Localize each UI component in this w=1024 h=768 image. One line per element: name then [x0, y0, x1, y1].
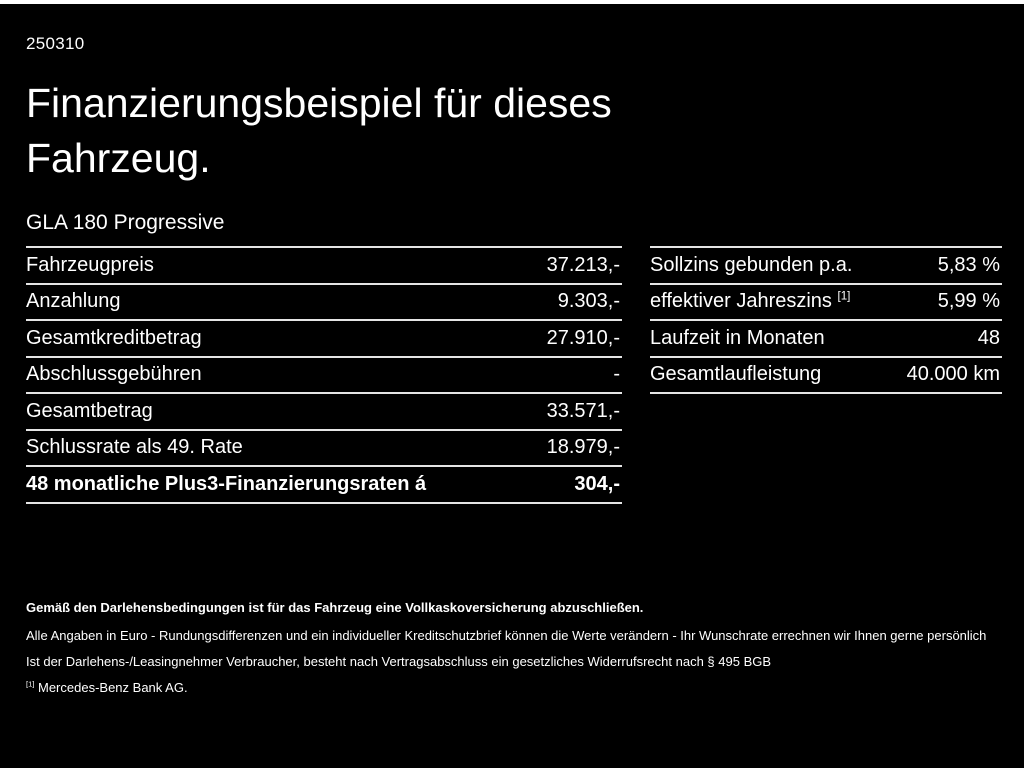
row-label: Anzahlung — [26, 290, 121, 313]
row-label: Laufzeit in Monaten — [650, 326, 825, 349]
footnotes: Gemäß den Darlehensbedingungen ist für d… — [26, 600, 1002, 698]
table-row-gesamtlaufleistung: Gesamtlaufleistung 40.000 km — [650, 358, 1002, 395]
table-row-effektiver-jahreszins: effektiver Jahreszins [1] 5,99 % — [650, 285, 1002, 322]
row-label: Abschlussgebühren — [26, 363, 202, 386]
financing-table-right: Sollzins gebunden p.a. 5,83 % effektiver… — [650, 246, 1002, 395]
document-code: 250310 — [26, 34, 85, 53]
table-row-schlussrate: Schlussrate als 49. Rate 18.979,- — [26, 431, 622, 468]
row-label: Gesamtlaufleistung — [650, 363, 822, 386]
footnote-withdrawal-right: Ist der Darlehens-/Leasingnehmer Verbrau… — [26, 654, 772, 670]
row-label: Gesamtkreditbetrag — [26, 326, 202, 349]
table-row-monatliche-rate: 48 monatliche Plus3-Finanzierungsraten á… — [26, 467, 622, 504]
table-row-abschlussgebuehren: Abschlussgebühren - — [26, 358, 622, 395]
table-row-gesamtbetrag: Gesamtbetrag 33.571,- — [26, 394, 622, 431]
row-label: Gesamtbetrag — [26, 399, 153, 422]
financing-table-left: Fahrzeugpreis 37.213,- Anzahlung 9.303,-… — [26, 246, 622, 504]
row-value: 18.979,- — [546, 436, 620, 459]
vehicle-model: GLA 180 Progressive — [26, 211, 225, 235]
table-row-fahrzeugpreis: Fahrzeugpreis 37.213,- — [26, 248, 622, 285]
footnote-bank: [1] Mercedes-Benz Bank AG. — [26, 680, 1002, 697]
row-value: 304,- — [574, 472, 620, 495]
financing-sheet: 250310 Finanzierungsbeispiel für dieses … — [0, 34, 1024, 697]
footnote-reference: [1] — [837, 289, 851, 303]
page-title-line1: Finanzierungsbeispiel für dieses — [26, 80, 612, 126]
page-title-line2: Fahrzeug. — [26, 134, 211, 181]
row-label: effektiver Jahreszins [1] — [650, 290, 850, 313]
row-value: 40.000 km — [906, 363, 1000, 386]
table-row-gesamtkreditbetrag: Gesamtkreditbetrag 27.910,- — [26, 321, 622, 358]
row-value: 37.213,- — [546, 253, 620, 276]
row-value: 5,99 % — [937, 290, 1000, 313]
row-value: 33.571,- — [546, 399, 620, 422]
financing-tables: Fahrzeugpreis 37.213,- Anzahlung 9.303,-… — [26, 246, 1002, 504]
row-value: 48 — [977, 326, 1000, 349]
row-label: Schlussrate als 49. Rate — [26, 436, 243, 459]
row-value: 27.910,- — [546, 326, 620, 349]
footnote-bank-text: Mercedes-Benz Bank AG. — [38, 680, 188, 696]
footnote-disclaimer: Alle Angaben in Euro - Rundungsdifferenz… — [26, 628, 987, 644]
row-value: 9.303,- — [557, 290, 620, 313]
table-row-sollzins: Sollzins gebunden p.a. 5,83 % — [650, 248, 1002, 285]
table-row-anzahlung: Anzahlung 9.303,- — [26, 285, 622, 322]
row-label: Sollzins gebunden p.a. — [650, 253, 853, 276]
row-label: Fahrzeugpreis — [26, 253, 154, 276]
footnote-insurance: Gemäß den Darlehensbedingungen ist für d… — [26, 599, 644, 615]
row-value: - — [613, 363, 620, 386]
row-label: 48 monatliche Plus3-Finanzierungsraten á — [26, 472, 427, 495]
top-divider — [0, 0, 1024, 4]
row-value: 5,83 % — [937, 253, 1000, 276]
table-row-laufzeit: Laufzeit in Monaten 48 — [650, 321, 1002, 358]
page-title: Finanzierungsbeispiel für dieses Fahrzeu… — [26, 76, 1002, 185]
footnote-marker: [1] — [26, 679, 35, 689]
row-label-text: effektiver Jahreszins — [650, 290, 832, 313]
